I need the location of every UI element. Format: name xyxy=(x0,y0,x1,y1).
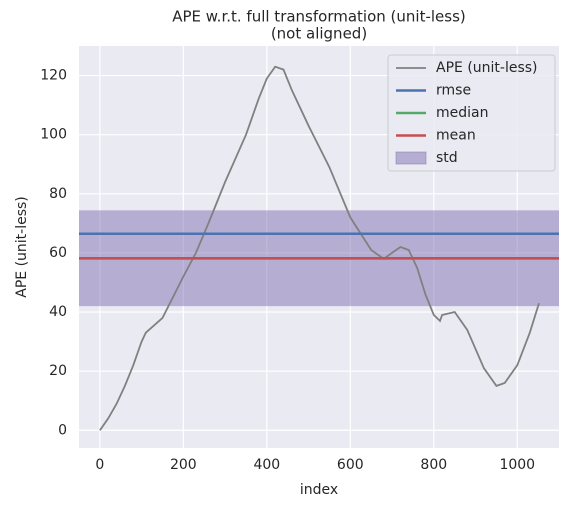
y-tick-label: 40 xyxy=(49,304,67,320)
x-tick-label: 1000 xyxy=(499,457,535,473)
y-tick-label: 80 xyxy=(49,186,67,202)
x-axis-label: index xyxy=(300,482,338,498)
y-tick-label: 0 xyxy=(58,422,67,438)
legend-label: std xyxy=(436,150,458,166)
x-tick-label: 600 xyxy=(337,457,364,473)
y-tick-label: 60 xyxy=(49,245,67,261)
x-tick-label: 400 xyxy=(253,457,280,473)
legend-box xyxy=(387,54,556,172)
legend-swatch xyxy=(395,151,427,165)
legend-label: APE (unit-less) xyxy=(436,60,538,76)
y-tick-label: 100 xyxy=(40,127,67,143)
y-tick-label: 120 xyxy=(40,68,67,84)
x-tick-label: 200 xyxy=(170,457,197,473)
y-tick-label: 20 xyxy=(49,363,67,379)
legend-label: mean xyxy=(436,128,476,144)
chart-title: APE w.r.t. full transformation (unit-les… xyxy=(172,8,466,26)
chart-subtitle: (not aligned) xyxy=(271,25,367,43)
ape-line xyxy=(99,65,540,431)
x-tick-label: 0 xyxy=(95,457,104,473)
x-tick-label: 800 xyxy=(420,457,447,473)
legend-label: median xyxy=(436,105,488,121)
y-axis-label: APE (unit-less) xyxy=(14,196,30,298)
legend-label: rmse xyxy=(436,83,471,99)
